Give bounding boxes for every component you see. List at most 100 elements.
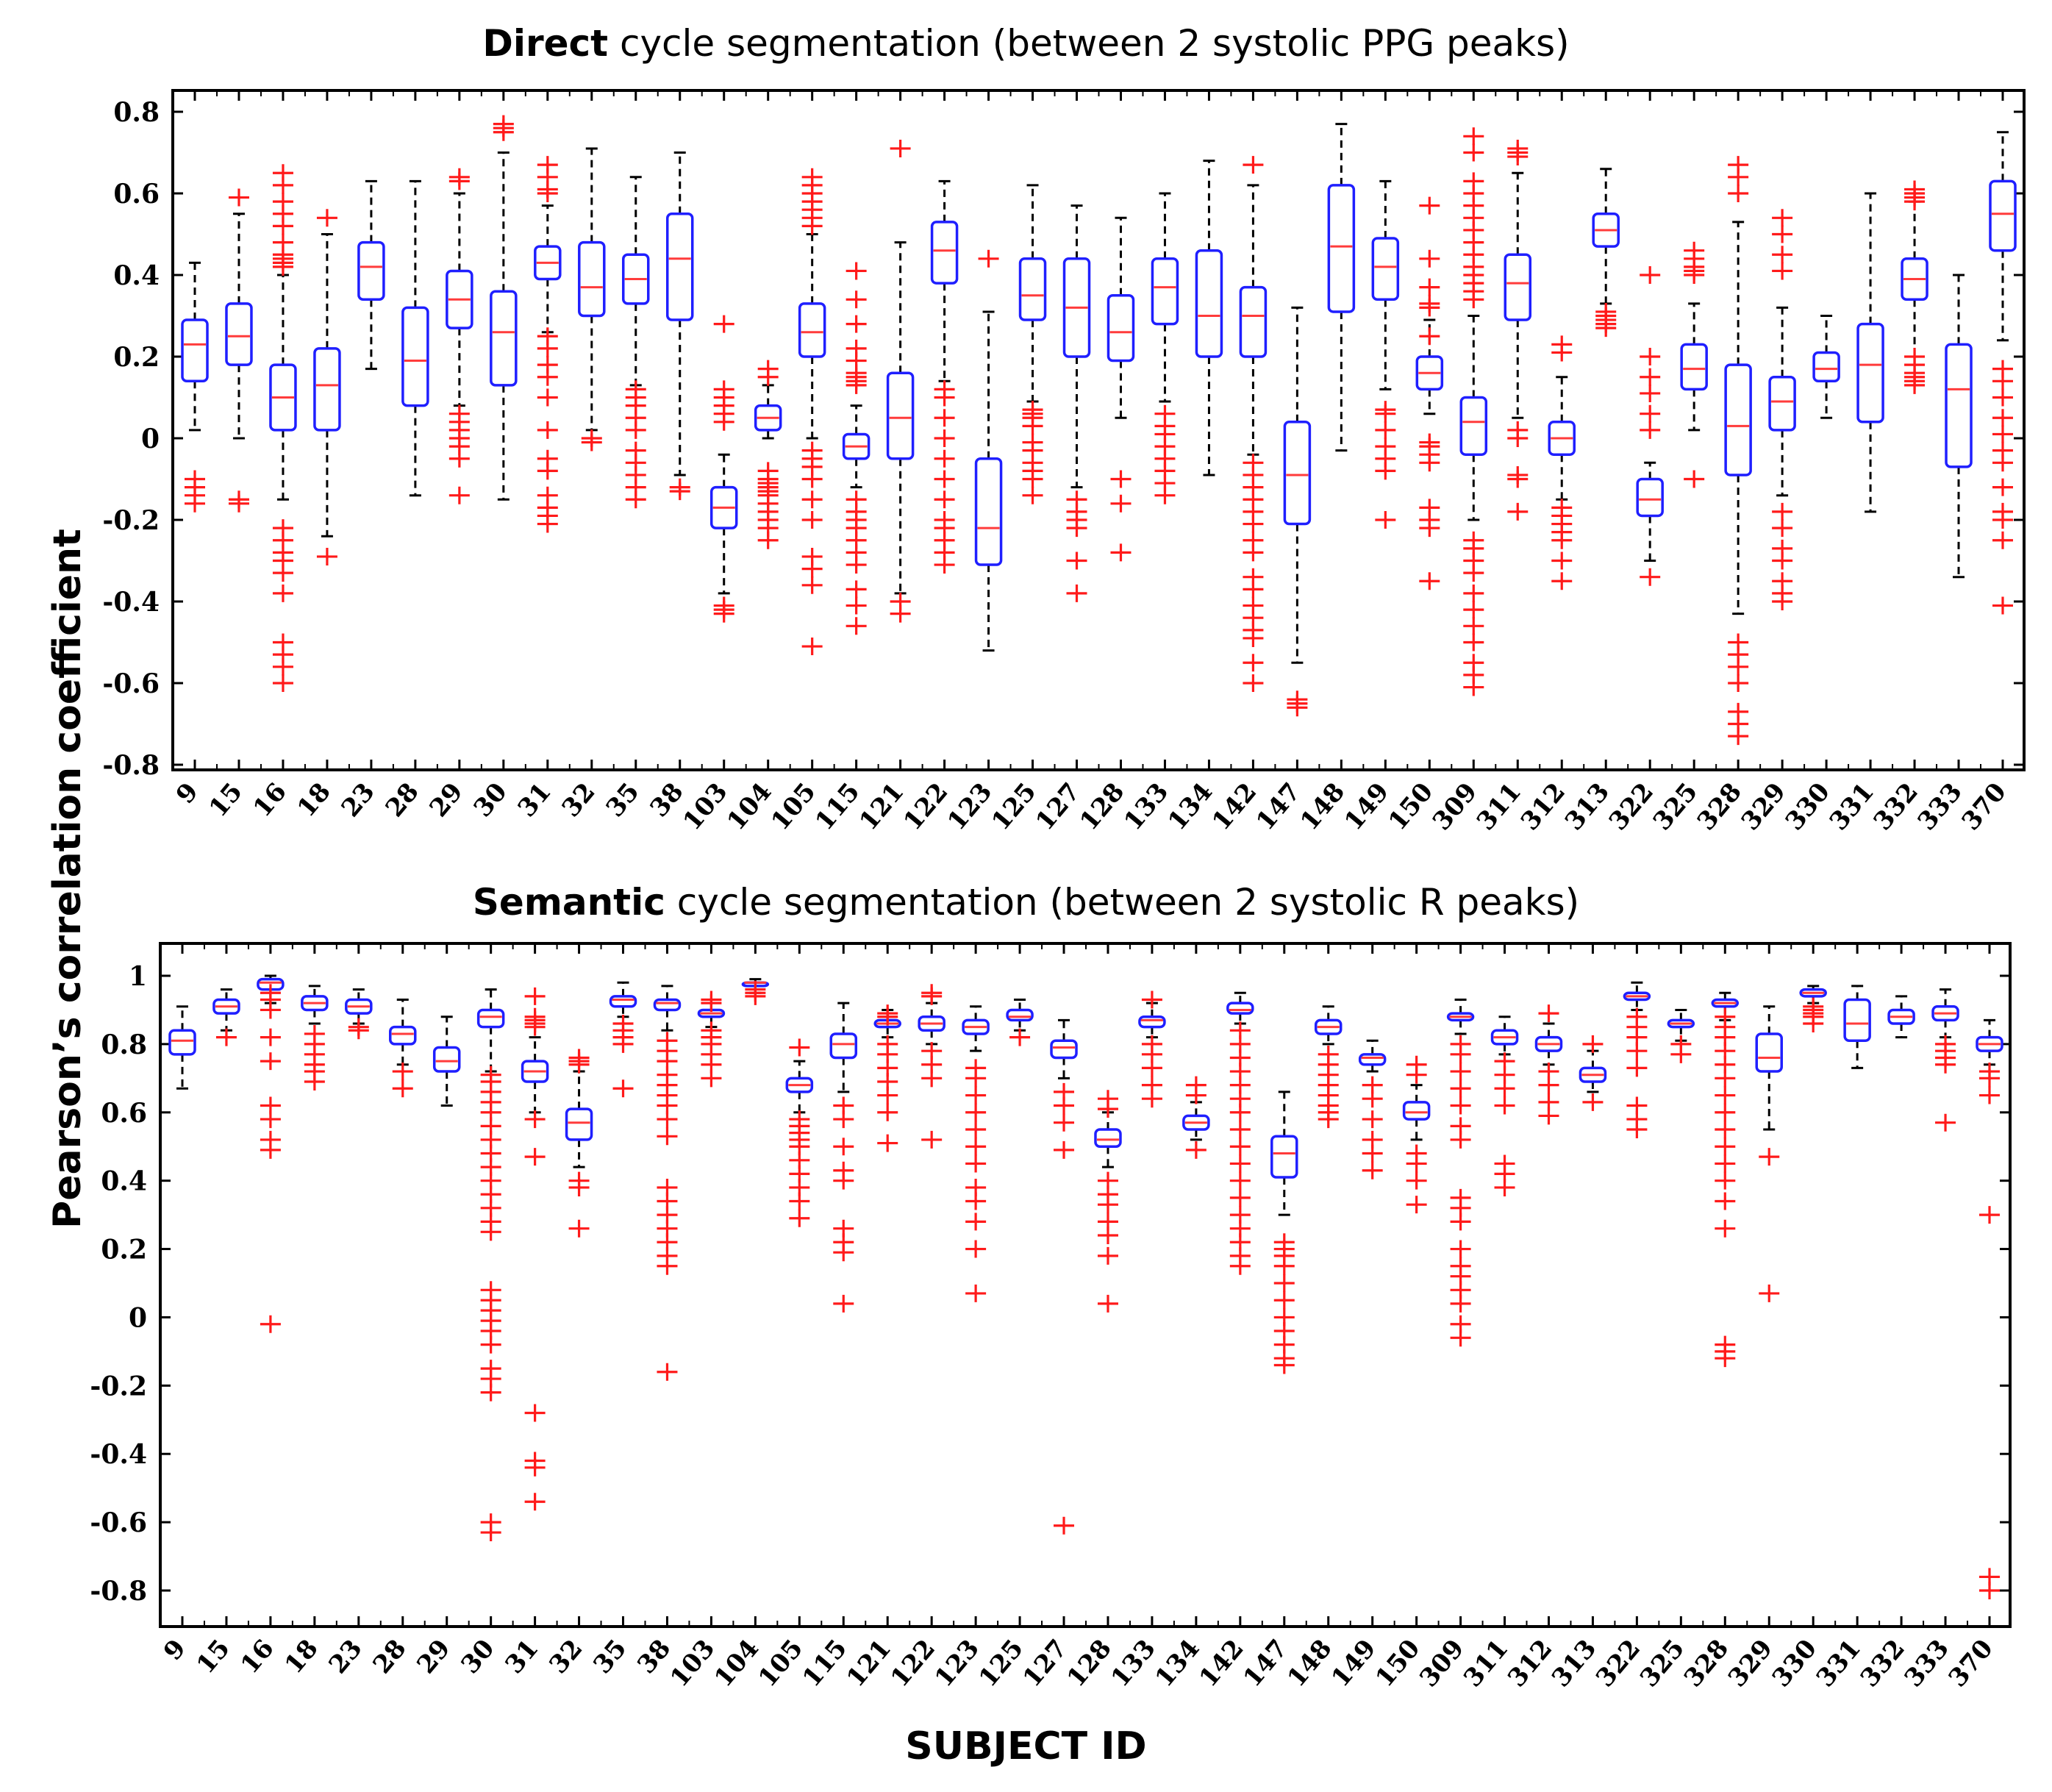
box-150 <box>1402 1055 1431 1214</box>
x-tick-label: 15 <box>204 777 249 823</box>
outlier-marker <box>1626 1121 1648 1138</box>
outlier-marker <box>1772 502 1793 521</box>
outlier-marker <box>272 584 293 602</box>
outlier-marker <box>833 1110 854 1129</box>
iqr-box <box>432 1046 461 1073</box>
outlier-marker <box>1463 678 1484 696</box>
outlier-marker <box>965 1284 987 1302</box>
box-328 <box>1711 991 1740 1368</box>
outlier-marker <box>1715 1349 1736 1368</box>
x-tick-label: 325 <box>1634 1634 1690 1693</box>
outlier-marker <box>537 368 558 386</box>
iqr-box <box>974 457 1003 566</box>
x-tick-label: 370 <box>1943 1634 1999 1693</box>
x-tick-label: 313 <box>1546 1634 1602 1693</box>
iqr-box <box>1504 253 1532 321</box>
outlier-marker <box>978 249 999 268</box>
outlier-marker <box>1419 454 1440 472</box>
iqr-box <box>181 318 209 383</box>
box-370 <box>1989 131 2017 615</box>
box-18 <box>313 209 341 565</box>
outlier-marker <box>965 1086 987 1104</box>
y-tick-label: 0.6 <box>113 179 160 210</box>
outlier-marker <box>846 315 867 333</box>
y-tick-label: -0.4 <box>90 1439 147 1470</box>
box-149 <box>1371 179 1400 529</box>
box-142 <box>1226 991 1254 1275</box>
outlier-marker <box>1463 601 1484 619</box>
chart-title-semantic: Semantic cycle segmentation (between 2 s… <box>0 881 2052 924</box>
x-tick-label: 312 <box>1502 1634 1558 1693</box>
x-axis-label: SUBJECT ID <box>905 1724 1147 1768</box>
x-tick-label: 134 <box>1150 1634 1206 1693</box>
box-331 <box>1856 192 1884 513</box>
box-329 <box>1755 1005 1783 1302</box>
box-15 <box>225 188 253 513</box>
outlier-marker <box>1715 1121 1736 1138</box>
x-tick-label: 28 <box>380 777 425 823</box>
outlier-marker <box>1022 417 1043 435</box>
outlier-marker <box>757 531 779 549</box>
iqr-box <box>653 998 682 1012</box>
outlier-marker <box>568 1219 590 1238</box>
x-tick-label: 121 <box>854 777 909 836</box>
box-332 <box>1887 995 1915 1039</box>
outlier-marker <box>1992 478 2013 496</box>
x-tick-label: 18 <box>279 1634 324 1679</box>
iqr-box <box>389 1025 417 1046</box>
outlier-marker <box>1097 1294 1118 1313</box>
x-tick-label: 28 <box>368 1634 412 1679</box>
outlier-marker <box>1375 462 1396 480</box>
outlier-marker <box>272 674 293 692</box>
x-tick-label: 125 <box>973 1634 1029 1693</box>
box-312 <box>1534 1004 1563 1125</box>
outlier-marker <box>965 1240 987 1258</box>
outlier-marker <box>1243 156 1264 174</box>
iqr-box <box>1270 1135 1298 1179</box>
outlier-marker <box>260 1140 281 1159</box>
outlier-marker <box>1538 1107 1559 1125</box>
x-tick-label: 325 <box>1648 777 1704 836</box>
outlier-marker <box>1715 1171 1736 1190</box>
x-tick-label: 333 <box>1899 1634 1955 1693</box>
outlier-marker <box>1463 564 1484 582</box>
outlier-marker <box>1243 629 1264 647</box>
box-23 <box>357 179 385 371</box>
outlier-marker <box>1715 1086 1736 1104</box>
box-23 <box>345 988 373 1040</box>
iqr-box <box>1812 351 1840 383</box>
iqr-box <box>1843 998 1871 1042</box>
outlier-marker <box>1054 1516 1075 1535</box>
outlier-marker <box>846 376 867 394</box>
box-325 <box>1680 241 1708 488</box>
panel-semantic: 10.80.60.40.20-0.2-0.4-0.6-0.89151618232… <box>90 942 2012 1693</box>
box-309 <box>1459 127 1488 696</box>
outlier-marker <box>1463 143 1484 162</box>
box-35 <box>609 981 637 1098</box>
box-311 <box>1504 139 1532 521</box>
box-31 <box>534 156 562 533</box>
outlier-marker <box>1066 551 1087 570</box>
x-tick-label: 30 <box>468 777 513 823</box>
chart-title-direct: Direct cycle segmentation (between 2 sys… <box>0 22 2052 65</box>
outlier-marker <box>1054 1096 1075 1115</box>
outlier-marker <box>272 257 293 276</box>
outlier-marker <box>657 1110 678 1129</box>
box-15 <box>212 988 240 1046</box>
outlier-marker <box>1287 699 1308 717</box>
outlier-marker <box>1935 1113 1956 1132</box>
outlier-marker <box>1419 572 1440 590</box>
outlier-marker <box>669 482 690 501</box>
box-115 <box>842 262 871 635</box>
outlier-marker <box>1450 1294 1471 1313</box>
outlier-marker <box>1640 384 1661 402</box>
outlier-marker <box>1626 1042 1648 1060</box>
outlier-marker <box>877 1086 898 1104</box>
x-tick-label: 332 <box>1855 1634 1911 1693</box>
box-330 <box>1812 315 1840 419</box>
outlier-marker <box>1992 454 2013 472</box>
box-134 <box>1195 160 1223 476</box>
box-121 <box>886 139 915 623</box>
x-tick-label: 23 <box>323 1634 368 1679</box>
